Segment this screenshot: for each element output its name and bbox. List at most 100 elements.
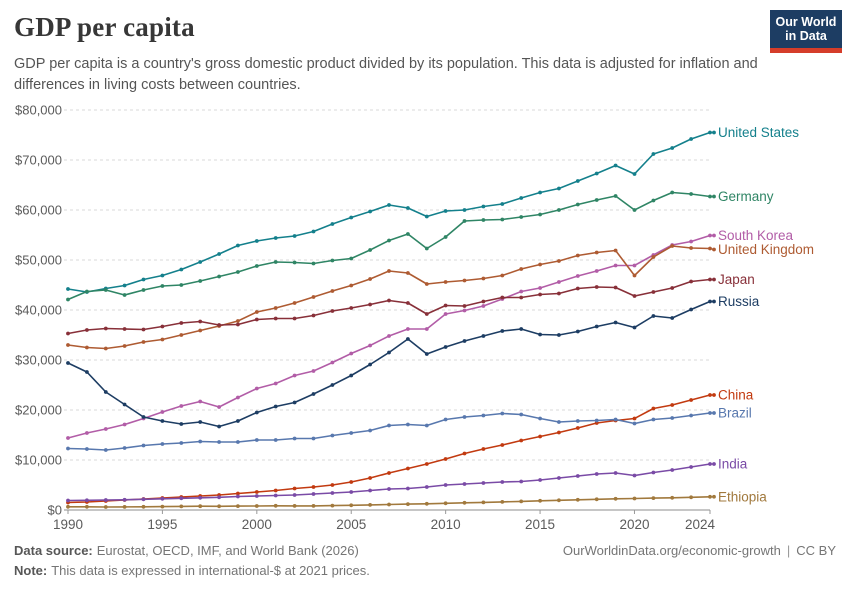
data-point <box>557 476 561 480</box>
data-point <box>349 351 354 356</box>
series-ethiopia[interactable] <box>66 494 712 509</box>
data-point <box>368 488 372 493</box>
data-point <box>575 253 580 258</box>
data-point <box>217 323 222 327</box>
data-point <box>613 471 618 475</box>
data-point <box>66 297 70 302</box>
data-point <box>179 267 184 272</box>
data-point <box>632 208 637 212</box>
chart-footer: Data source: Eurostat, OECD, IMF, and Wor… <box>14 543 836 578</box>
data-point <box>462 304 467 308</box>
series-label-united-states[interactable]: United States <box>718 125 799 140</box>
data-point <box>254 438 259 442</box>
data-point <box>594 324 599 329</box>
series-line-germany[interactable] <box>67 191 711 301</box>
data-point <box>330 360 335 365</box>
series-japan[interactable] <box>66 277 712 336</box>
data-point <box>424 312 429 316</box>
data-point <box>575 179 580 183</box>
data-point <box>575 329 580 334</box>
data-point <box>632 496 637 501</box>
data-point <box>651 496 656 500</box>
series-label-japan[interactable]: Japan <box>718 272 755 287</box>
series-label-russia[interactable]: Russia <box>718 294 760 309</box>
data-point <box>406 337 410 341</box>
data-point <box>481 413 486 418</box>
data-point <box>557 498 561 503</box>
label-connector-dot <box>712 494 716 499</box>
data-point <box>368 428 372 433</box>
data-point <box>557 186 561 191</box>
data-point <box>217 440 222 444</box>
data-point <box>557 333 561 337</box>
data-point <box>689 413 693 418</box>
series-united-kingdom[interactable] <box>66 244 712 351</box>
data-point <box>594 472 599 476</box>
data-point <box>481 334 486 338</box>
series-united-states[interactable] <box>66 130 712 294</box>
data-point <box>387 487 391 491</box>
data-point <box>387 298 391 303</box>
series-label-india[interactable]: India <box>718 457 748 472</box>
data-point <box>85 431 89 435</box>
data-point <box>236 494 240 499</box>
data-point <box>349 283 354 288</box>
data-point <box>273 316 278 321</box>
series-line-russia[interactable] <box>67 300 711 428</box>
data-point <box>311 436 316 441</box>
owid-logo[interactable]: Our World in Data <box>770 10 842 53</box>
data-point <box>689 398 693 402</box>
series-line-india[interactable] <box>67 463 711 502</box>
series-label-ethiopia[interactable]: Ethiopia <box>718 489 767 504</box>
data-point <box>160 442 165 446</box>
series-line-united-kingdom[interactable] <box>67 245 711 350</box>
y-axis-tick-label: $50,000 <box>15 253 62 268</box>
data-point <box>292 486 297 491</box>
data-point <box>273 503 278 508</box>
series-label-south-korea[interactable]: South Korea <box>718 228 794 243</box>
data-point <box>424 282 429 286</box>
data-point <box>632 172 637 176</box>
series-label-china[interactable]: China <box>718 388 754 403</box>
series-south-korea[interactable] <box>66 233 712 440</box>
data-point <box>651 152 656 156</box>
data-point <box>254 264 259 268</box>
footer-separator: | <box>786 543 791 558</box>
data-point <box>349 306 354 310</box>
series-label-united-kingdom[interactable]: United Kingdom <box>718 242 814 257</box>
data-point <box>160 410 165 414</box>
series-label-brazil[interactable]: Brazil <box>718 406 752 421</box>
data-point <box>443 501 448 506</box>
data-point <box>613 248 618 253</box>
data-source-label: Data source: <box>14 543 93 558</box>
data-point <box>292 373 297 378</box>
data-point <box>632 416 637 421</box>
data-point <box>236 491 240 496</box>
series-line-japan[interactable] <box>67 278 711 335</box>
series-germany[interactable] <box>66 190 712 302</box>
owid-url-link[interactable]: OurWorldinData.org/economic-growth <box>562 543 781 558</box>
data-point <box>254 239 259 243</box>
y-axis-tick-label: $10,000 <box>15 453 62 468</box>
data-point <box>254 410 259 415</box>
data-point <box>443 483 448 487</box>
series-brazil[interactable] <box>66 411 712 452</box>
series-india[interactable] <box>66 462 712 503</box>
data-point <box>651 198 656 203</box>
series-russia[interactable] <box>66 299 712 429</box>
data-point <box>330 383 335 387</box>
data-point <box>66 331 70 336</box>
data-point <box>557 208 561 212</box>
data-point <box>519 327 524 331</box>
data-point <box>141 327 146 332</box>
series-line-brazil[interactable] <box>67 412 711 451</box>
license-link[interactable]: CC BY <box>796 543 836 558</box>
data-point <box>613 194 618 198</box>
data-point <box>311 485 316 489</box>
series-line-united-states[interactable] <box>67 131 711 293</box>
series-label-germany[interactable]: Germany <box>718 189 774 204</box>
data-point <box>462 219 467 223</box>
data-point <box>575 474 580 478</box>
data-point <box>198 495 203 500</box>
data-point <box>462 208 467 212</box>
